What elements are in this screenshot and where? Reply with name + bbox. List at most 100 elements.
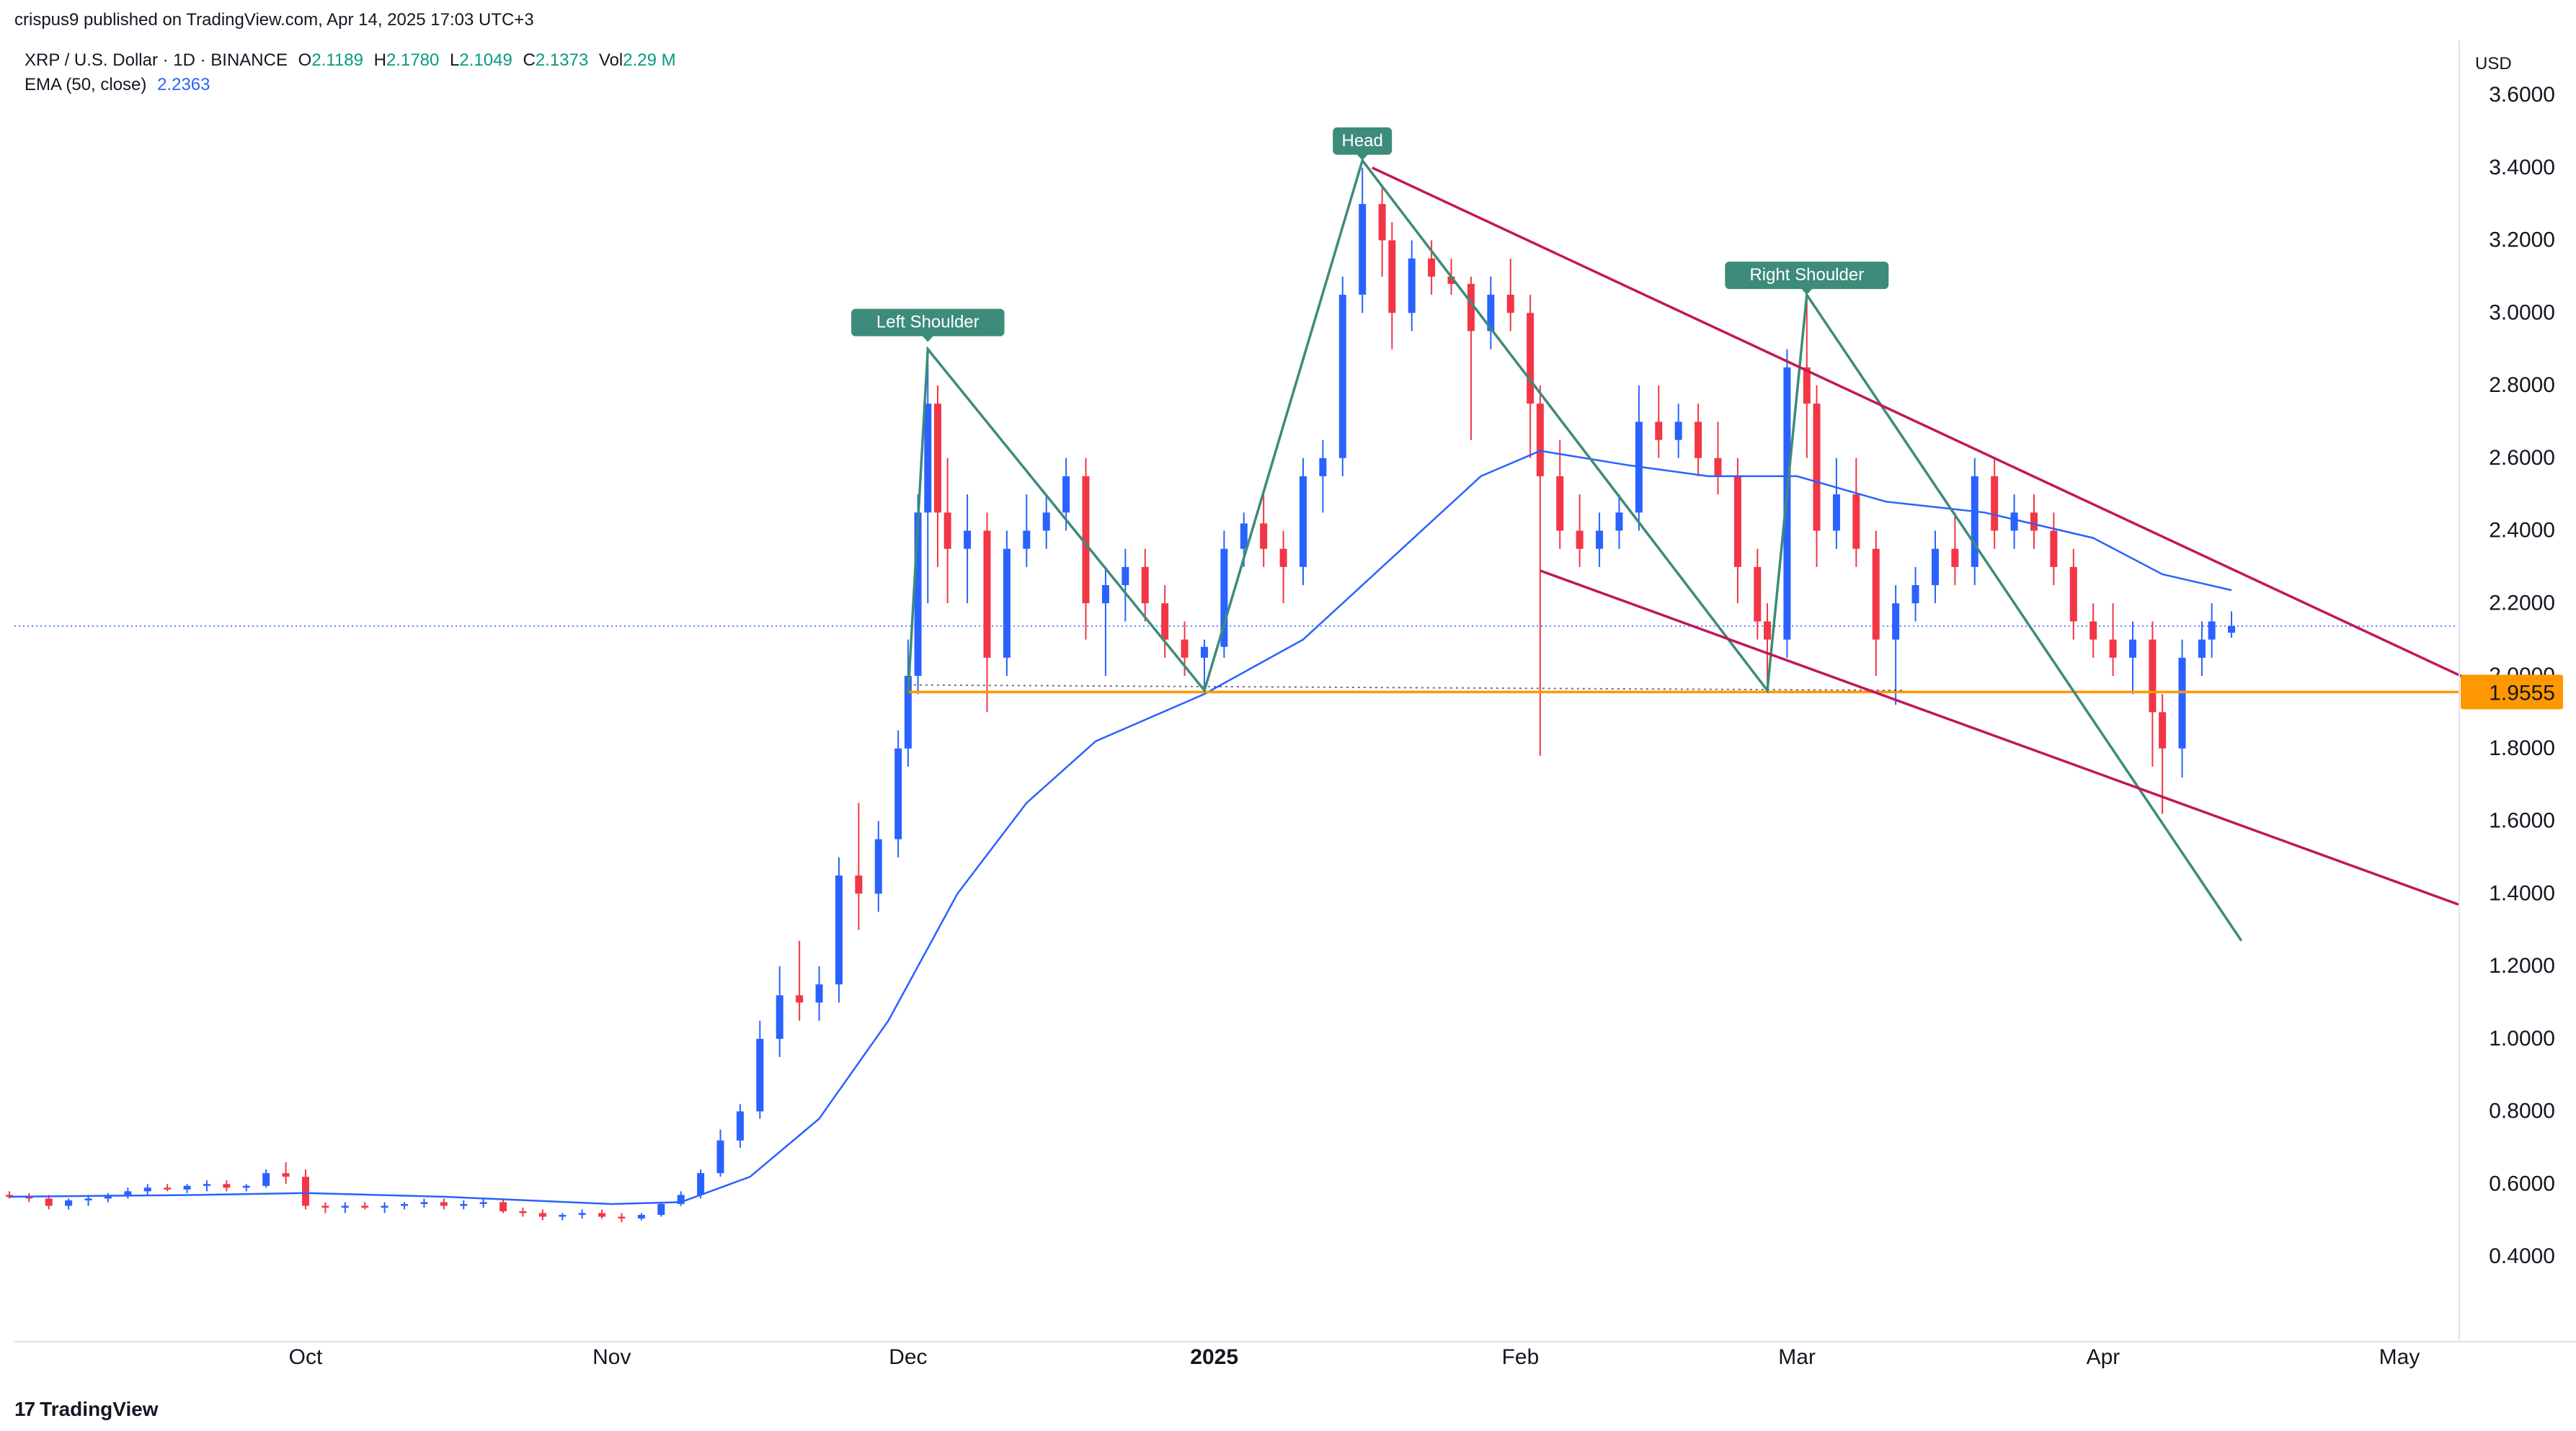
candle [401,1202,409,1210]
candle [1754,548,1762,640]
pattern-label: Right Shoulder [1725,262,1889,295]
candle [2178,639,2186,778]
ema-value: 2.2363 [157,75,210,94]
trendline-lower [1540,569,2459,906]
brand-name: TradingView [40,1398,159,1420]
open-label: O [298,50,312,70]
high-value: 2.1780 [386,50,440,70]
candle [420,1198,428,1208]
candle [1872,530,1880,676]
candle [578,1209,586,1219]
price-tick-label: 0.8000 [2489,1100,2555,1123]
time-tick-label: Oct [289,1345,323,1369]
price-tick-label: 0.6000 [2489,1172,2555,1195]
candle [381,1202,388,1213]
pattern-label: Left Shoulder [851,308,1005,342]
currency-label: USD [2475,54,2512,73]
candle [499,1198,507,1213]
time-tick-label: Dec [889,1345,927,1369]
symbol-name[interactable]: XRP / U.S. Dollar · 1D · BINANCE [25,50,288,70]
candle [904,639,912,767]
candle [1527,295,1535,458]
support-price-tag: 1.9555 [2461,674,2563,710]
candle [104,1192,112,1203]
price-axis: 3.6000 3.4000 3.2000 3.0000 2.8000 2.6000 2.40… [2489,83,2555,1268]
candle [983,512,991,713]
candle [1655,385,1663,458]
tradingview-brand: 17 TradingView [14,1398,159,1421]
close-label: C [523,50,536,70]
price-tick-label: 1.8000 [2489,736,2555,760]
candle [1714,422,1722,495]
candle [1764,603,1772,691]
volume-value: 2.29 M [623,50,676,70]
candle [677,1191,685,1206]
candle [1161,585,1169,658]
time-tick-label: Apr [2087,1345,2120,1369]
candle [1576,494,1584,567]
price-tick-label: 1.0000 [2489,1027,2555,1051]
candle [1141,548,1149,622]
candle [559,1213,567,1221]
candle [2089,603,2097,658]
trendline-upper [1372,166,2469,681]
price-tick-label: 1.6000 [2489,809,2555,833]
candle [1388,222,1396,349]
candle [262,1169,270,1188]
pattern-label-text: Left Shoulder [876,313,980,332]
candle [1695,404,1702,476]
annotations: Left Shoulder Head Right Shoulder [851,127,1889,342]
candle [143,1184,151,1195]
candle [1803,295,1811,458]
pattern-label-text: Right Shoulder [1749,265,1864,285]
candle [2198,621,2206,676]
candle [203,1180,210,1192]
candle [2129,621,2137,695]
candle [2050,512,2058,586]
high-label: H [373,50,386,70]
candle [1082,458,1090,640]
candle [1951,512,1959,586]
candle [282,1162,290,1185]
price-tick-label: 2.4000 [2489,519,2555,543]
ema-label[interactable]: EMA (50, close) [25,75,147,94]
candle [1832,458,1840,549]
candle [223,1180,231,1192]
candle [1260,494,1268,567]
price-tick-label: 2.8000 [2489,373,2555,397]
price-tick-label: 2.6000 [2489,446,2555,470]
candle [1220,530,1228,658]
candle [815,966,823,1021]
candle [1892,585,1900,705]
candle [1991,458,1999,549]
candle [2149,621,2157,767]
candle [1122,548,1129,622]
candle [598,1209,606,1219]
candle [1911,566,1919,622]
price-tick-label: 3.6000 [2489,83,2555,107]
candle [538,1209,546,1221]
price-tick-label: 1.4000 [2489,881,2555,905]
candle [1556,440,1564,549]
pattern-label-text: Head [1342,131,1383,151]
price-tick-label: 1.2000 [2489,954,2555,978]
candle [1615,494,1623,549]
candle [1408,240,1416,331]
published-by: crispus9 published on TradingView.com, A… [14,10,534,30]
candle [736,1104,744,1148]
candle [1200,639,1208,687]
price-tick-label: 2.2000 [2489,591,2555,615]
candle [124,1187,132,1199]
candle [2228,611,2236,638]
candle [964,494,972,604]
candle [1813,385,1821,567]
close-value: 2.1373 [535,50,589,70]
candle [618,1213,626,1223]
candle [796,940,804,1021]
candle [1378,185,1386,277]
ema-legend: EMA (50, close) 2.2363 [25,75,216,95]
candle [1299,458,1307,586]
candle [1338,276,1346,476]
